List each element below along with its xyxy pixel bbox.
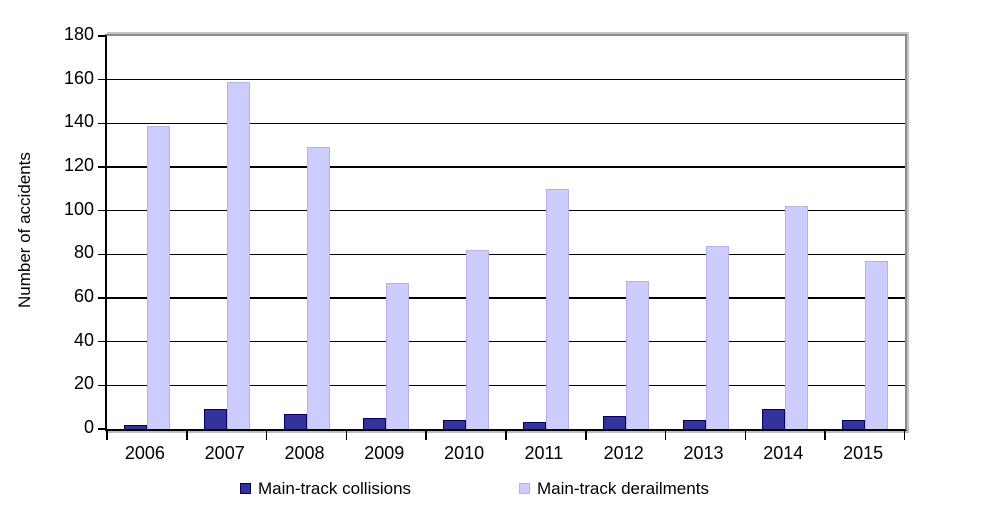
gridline-20 (107, 384, 905, 387)
gridline-120 (107, 166, 905, 168)
bar-main-track-derailments-2014 (785, 206, 809, 429)
bar-main-track-derailments-2008 (306, 147, 330, 429)
y-tick-mark (98, 78, 105, 81)
bar-main-track-collisions-2012 (602, 416, 626, 429)
gridline-100 (107, 209, 905, 212)
bar-main-track-collisions-2008 (283, 414, 307, 429)
x-tick-mark (903, 431, 905, 440)
x-tick-mark (425, 431, 427, 440)
y-tick-label: 0 (83, 417, 94, 437)
y-tick-label: 100 (63, 198, 94, 219)
x-tick-label: 2010 (444, 443, 485, 463)
x-tick-mark (186, 431, 188, 440)
x-tick-label: 2015 (843, 443, 884, 463)
bar-main-track-derailments-2010 (466, 250, 490, 429)
y-tick-mark (98, 340, 105, 343)
y-tick-mark (98, 166, 105, 168)
bar-main-track-derailments-2013 (705, 246, 729, 429)
y-tick-mark (98, 122, 105, 125)
x-tick-label: 2009 (364, 443, 405, 463)
y-tick-mark (98, 209, 105, 212)
bar-main-track-collisions-2015 (842, 420, 866, 429)
y-axis-title: Number of accidents (15, 152, 34, 309)
gridline-60 (107, 297, 905, 299)
bar-main-track-derailments-2012 (625, 281, 649, 429)
bar-main-track-derailments-2009 (386, 283, 410, 429)
legend-marker-icon (240, 483, 251, 494)
x-tick-label: 2008 (284, 443, 325, 463)
bar-main-track-derailments-2007 (226, 82, 250, 429)
y-tick-mark (98, 35, 105, 37)
x-tick-label: 2014 (763, 443, 804, 463)
legend-item: Main-track collisions (240, 480, 411, 497)
x-tick-mark (824, 431, 826, 440)
y-tick-label: 60 (73, 286, 94, 306)
bar-main-track-collisions-2011 (522, 422, 546, 429)
y-tick-label: 160 (63, 67, 94, 88)
y-tick-mark (98, 428, 105, 430)
y-tick-label: 20 (73, 373, 94, 394)
gridline-140 (107, 122, 905, 125)
x-tick-label: 2011 (524, 443, 564, 463)
y-tick-label: 40 (73, 329, 94, 350)
x-tick-mark (585, 431, 587, 440)
x-tick-label: 2006 (124, 443, 165, 463)
y-tick-label: 180 (63, 24, 94, 44)
plot-area (98, 34, 907, 440)
bar-main-track-derailments-2011 (545, 189, 569, 429)
x-tick-label: 2007 (204, 443, 245, 463)
x-tick-mark (505, 431, 507, 440)
y-tick-label: 120 (63, 155, 94, 175)
x-tick-mark (265, 431, 268, 440)
bar-main-track-derailments-2006 (146, 126, 170, 429)
x-tick-label: 2013 (683, 443, 724, 463)
x-tick-mark (664, 431, 667, 440)
y-tick-mark (98, 253, 105, 256)
x-tick-mark (345, 431, 348, 440)
y-tick-mark (98, 297, 105, 299)
bar-main-track-collisions-2013 (682, 420, 706, 429)
gridline-80 (107, 253, 905, 256)
bar-main-track-collisions-2006 (123, 425, 147, 429)
y-tick-label: 140 (63, 111, 94, 132)
legend-label: Main-track derailments (537, 479, 709, 498)
gridline-160 (107, 78, 905, 81)
gridline-40 (107, 340, 905, 343)
legend-label: Main-track collisions (258, 479, 412, 498)
bar-main-track-collisions-2007 (203, 409, 227, 429)
bar-main-track-collisions-2009 (363, 418, 387, 429)
x-tick-mark (744, 431, 747, 440)
bar-main-track-collisions-2010 (443, 420, 467, 429)
y-tick-label: 80 (73, 242, 94, 263)
x-tick-mark (106, 431, 108, 440)
y-tick-mark (98, 384, 105, 387)
bar-main-track-collisions-2014 (762, 409, 786, 429)
bar-main-track-derailments-2015 (865, 261, 889, 429)
legend-item: Main-track derailments (519, 480, 709, 497)
legend-marker-icon (519, 483, 530, 494)
x-tick-label: 2012 (603, 443, 644, 463)
